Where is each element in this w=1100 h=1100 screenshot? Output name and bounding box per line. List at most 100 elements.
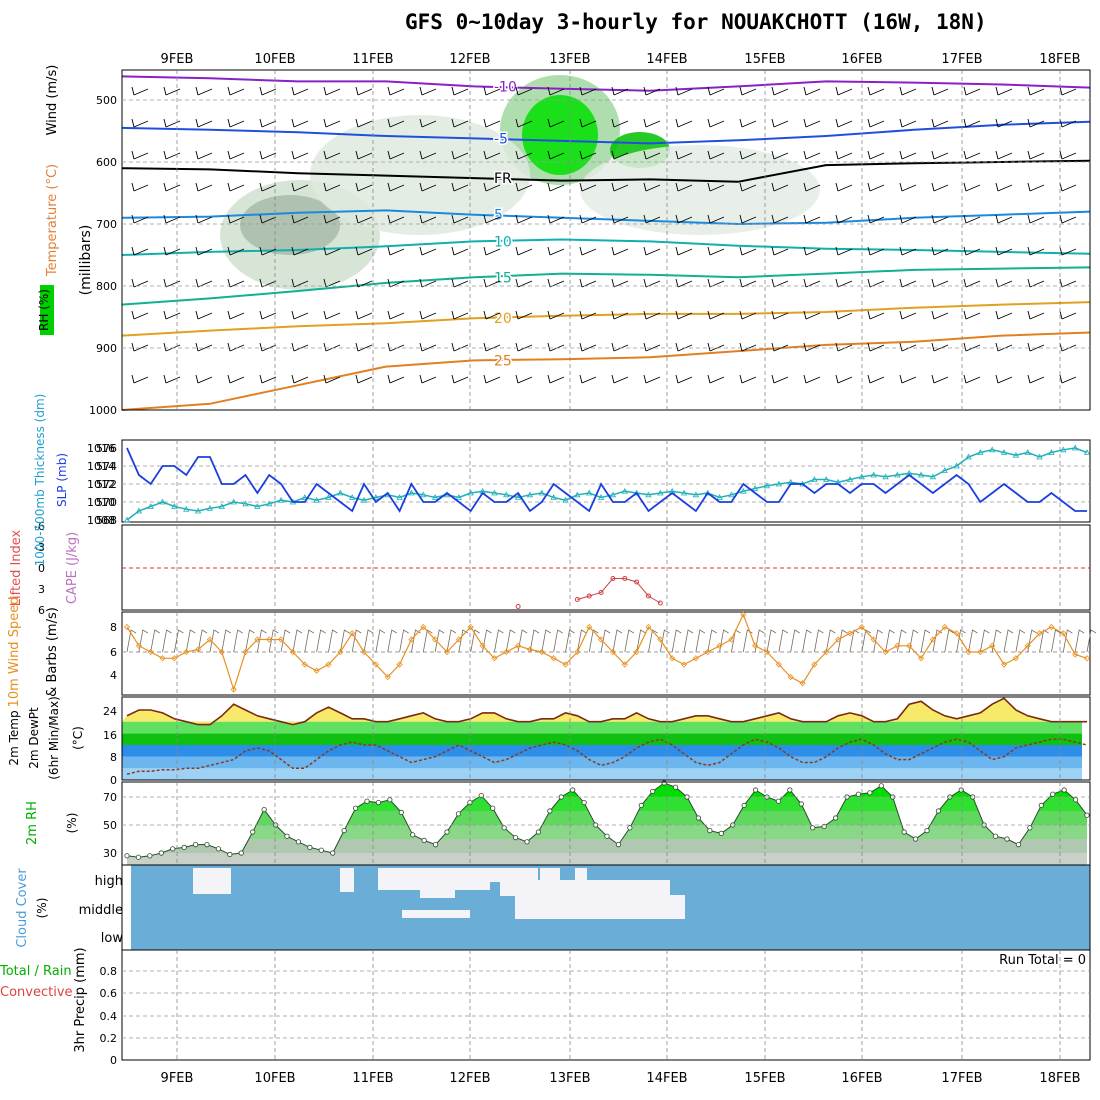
wind-barb (899, 118, 917, 128)
wind-barb (963, 150, 981, 160)
wind-barb (931, 182, 949, 192)
wind-barb (259, 150, 277, 160)
rh-point (1038, 802, 1044, 809)
thickness-point (680, 489, 688, 496)
wind-speed-point (669, 655, 676, 662)
wind-barb (163, 342, 181, 352)
wind-axis-label: Wind (m/s) (45, 65, 60, 136)
wind-barb (643, 86, 661, 96)
wind-barb (1027, 214, 1045, 224)
rh-point (170, 846, 176, 852)
wind-barb (675, 182, 693, 192)
wind-speed-point (799, 680, 806, 687)
thickness-point (728, 491, 735, 498)
wind-speed-point (550, 655, 557, 662)
rh2m-panel: 70 50 30 (103, 780, 1091, 866)
date-label-bottom: 14FEB (646, 1071, 687, 1086)
wind-barb-10m (612, 629, 623, 653)
wind-barb-10m (837, 629, 848, 653)
wind-speed-point (171, 655, 178, 662)
wind-barb-10m (292, 629, 303, 653)
thickness-point (218, 503, 225, 509)
wind-barb (771, 118, 789, 128)
wind-barb (1059, 342, 1077, 352)
wind-barb (227, 182, 245, 192)
wind-barb-10m (790, 629, 800, 653)
wind-barb (1059, 86, 1077, 96)
date-label-bottom: 18FEB (1039, 1071, 1080, 1086)
wind-speed-point (123, 623, 131, 631)
precip-frame (121, 949, 1091, 1061)
wind-barb (931, 374, 949, 384)
wind-barb-10m (387, 629, 397, 653)
wind-barb (739, 342, 757, 352)
wind-barb (515, 86, 533, 96)
thickness-point (633, 489, 640, 496)
wind-barb (131, 246, 149, 256)
wind-speed-point (586, 623, 593, 631)
li-point (645, 593, 651, 599)
slp-axis-label: SLP (mb) (55, 453, 69, 507)
wind-barb-10m (328, 629, 338, 653)
wind-barb (867, 118, 885, 128)
wind-barb-10m (1003, 629, 1014, 653)
cloud-clear-patch (540, 868, 560, 882)
wind-barb (259, 374, 277, 384)
temp-band (122, 756, 1082, 769)
temp-band (122, 733, 1082, 745)
li-point (634, 579, 640, 585)
wind-barb (227, 374, 245, 384)
rh-point (912, 836, 919, 842)
isotherm-label: -10 (494, 79, 517, 95)
wind-barb (739, 214, 757, 224)
upper-air-panel: -10 -5 FR 5 10 15 20 25 500 600 700 800 900 1000 (89, 69, 1091, 417)
wind-barb (387, 150, 405, 160)
wind-barb (1027, 86, 1045, 96)
wind-barb (1059, 150, 1077, 160)
rh-point (741, 802, 747, 809)
li-tick-label: 0 (38, 562, 45, 575)
wind-barb (195, 374, 213, 384)
wind10m-panel: 8 6 4 (110, 611, 1097, 696)
wind-barb (355, 310, 373, 320)
rh-point (901, 829, 907, 835)
wind-barb (419, 374, 437, 384)
rh-point (1084, 812, 1090, 818)
thickness-point (396, 494, 403, 500)
slp-frame (121, 439, 1091, 523)
wind-speed-point (195, 646, 202, 653)
wind-barb (451, 374, 469, 384)
thickness-point (977, 449, 984, 455)
rh-point (238, 850, 244, 856)
wind-barb (515, 374, 533, 384)
date-label-bottom: 12FEB (449, 1071, 490, 1086)
wind-barb (515, 310, 533, 320)
thickness-point (514, 494, 522, 500)
wind-barb (835, 86, 853, 96)
wind-speed-point (218, 648, 225, 656)
slp-tick-label: 1010 (87, 496, 115, 509)
wind-barb-10m (979, 629, 990, 653)
rh-contour-area (580, 145, 820, 235)
wind-barb (1027, 342, 1045, 352)
wind-barb (803, 182, 821, 192)
rh2m-axis-label: 2m RH (25, 801, 40, 845)
wind-barb (131, 182, 149, 192)
wind-barb (835, 310, 853, 320)
wind-barb (995, 310, 1013, 320)
wind-barb (1059, 310, 1077, 320)
cloud-clear-patch (500, 880, 670, 896)
wind-barb (931, 310, 949, 320)
thickness-point (135, 507, 143, 514)
wind-barb (771, 86, 789, 96)
precip-axis-label: 3hr Precip (mm) (73, 947, 88, 1052)
wind-speed-point (977, 648, 984, 656)
wind-barb (291, 246, 309, 256)
wind-speed-point (515, 642, 522, 649)
rh-point (924, 827, 930, 834)
rh-point (124, 853, 130, 859)
wind-barb (675, 374, 693, 384)
wind-barb-10m (494, 629, 504, 653)
wind-speed-point (941, 623, 948, 631)
